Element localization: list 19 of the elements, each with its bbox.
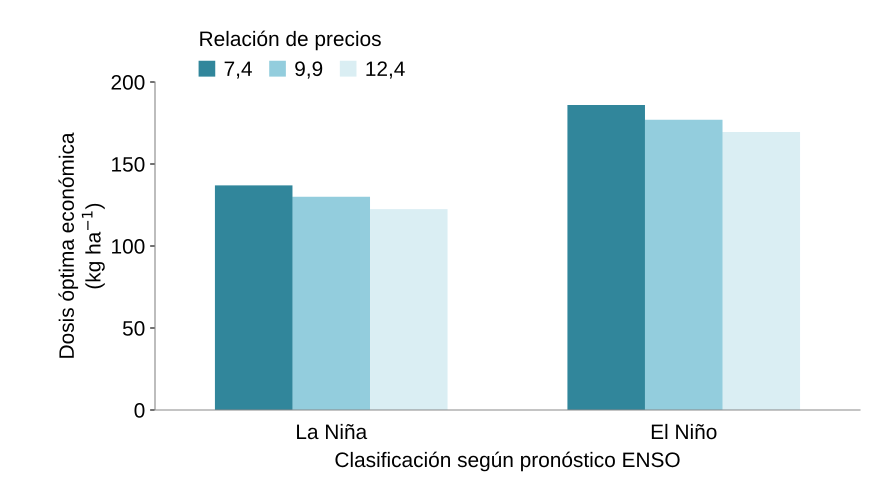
bar [292, 196, 370, 410]
bar [214, 185, 292, 410]
y-tick-label: 0 [134, 403, 144, 418]
y-tick-label: 50 [122, 321, 144, 336]
bar [567, 104, 645, 410]
legend-label: 12,4 [366, 61, 405, 79]
x-tick-label: El Niño [652, 424, 716, 440]
legend-title: Relación de precios [200, 30, 381, 50]
x-tick-label: La Niña [297, 424, 368, 440]
y-tick-label: 200 [112, 75, 144, 90]
bar [722, 132, 800, 410]
bar [644, 120, 723, 410]
legend-label: 7,4 [224, 62, 252, 79]
legend-label: 9,9 [295, 61, 322, 79]
y-axis-title: Dosis óptima económica (kg ha$^{−1}$) [58, 132, 105, 358]
y-tick-label: 150 [112, 157, 144, 172]
y-tick-label: 100 [112, 239, 144, 254]
bar [370, 209, 448, 410]
x-axis-title: Clasificación según pronóstico ENSO [335, 452, 680, 472]
